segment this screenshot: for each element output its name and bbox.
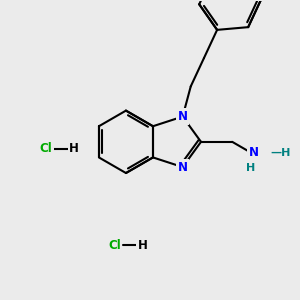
Text: Cl: Cl xyxy=(108,238,121,252)
Text: —H: —H xyxy=(270,148,290,158)
Text: N: N xyxy=(178,110,188,123)
Text: H: H xyxy=(246,163,256,173)
Text: N: N xyxy=(249,146,259,159)
Text: N: N xyxy=(178,160,188,174)
Text: H: H xyxy=(69,142,79,155)
Text: H: H xyxy=(138,238,148,252)
Text: Cl: Cl xyxy=(40,142,52,155)
